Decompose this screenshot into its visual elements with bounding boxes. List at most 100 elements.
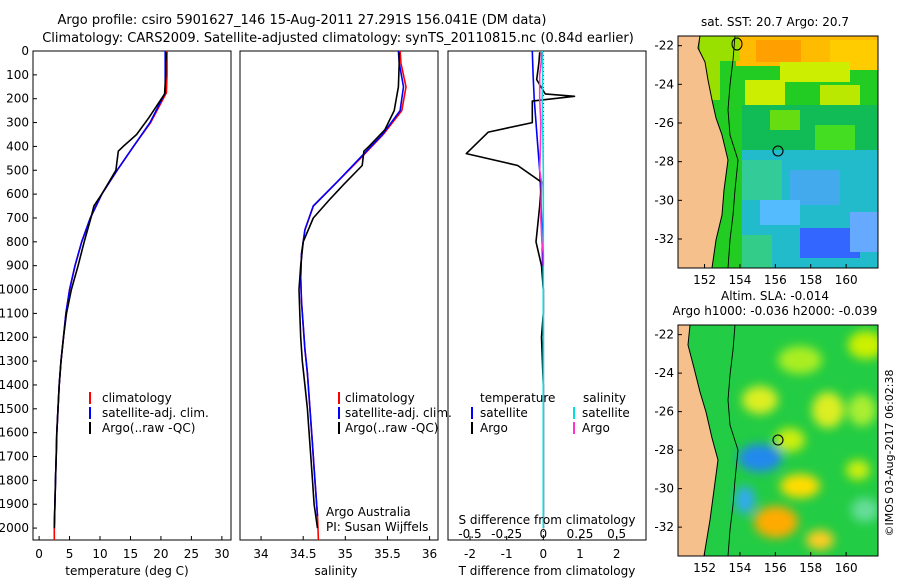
depth-tick-label: 1700	[0, 450, 29, 464]
sla-map-subtitle: Argo h1000: -0.036 h2000: -0.039	[673, 304, 878, 318]
depth-tick-label: 500	[6, 163, 29, 177]
sla-blobs	[735, 331, 878, 550]
sla-low-anomaly	[735, 486, 755, 514]
figure-title-line1: Argo profile: csiro 5901627_146 15-Aug-2…	[58, 13, 547, 28]
x-tick-label: 10	[92, 547, 107, 561]
depth-tick-label: 400	[6, 139, 29, 153]
series-line-salinity-argo	[538, 52, 545, 266]
sla-map-field	[678, 325, 878, 556]
depth-tick-label: 600	[6, 187, 29, 201]
top-tick-label: 0	[540, 527, 548, 541]
series-line-satellite-adj-clim-	[299, 51, 405, 517]
difference-x-label: T difference from climatology	[458, 564, 636, 578]
salinity-panel-frame	[239, 50, 439, 541]
depth-contour	[727, 36, 739, 268]
difference-top-label: S difference from climatology	[459, 513, 636, 527]
sst-warm-region	[756, 40, 801, 62]
x-tick-label: 2	[613, 547, 621, 561]
temperature-panel-frame	[32, 50, 232, 541]
sst-map-title: sat. SST: 20.7 Argo: 20.7	[701, 15, 849, 29]
legend-label-climatology: climatology	[345, 391, 415, 405]
temperature-x-axis: 0 5 10 15 20 25 30	[35, 536, 230, 561]
legend-heading-salinity: salinity	[583, 391, 626, 405]
seamount-contour	[731, 37, 743, 51]
sst-cool-region	[790, 170, 840, 205]
series-line-temperature-satellite	[531, 51, 545, 529]
sst-blocks	[700, 36, 878, 268]
sst-cool-region	[760, 200, 800, 225]
map-x-tick-label: 156	[764, 561, 787, 575]
sla-high-anomaly	[778, 346, 822, 374]
x-tick-label: 0	[35, 547, 43, 561]
map-x-tick-label: 158	[799, 273, 822, 287]
map-x-tick-label: 158	[799, 561, 822, 575]
depth-tick-label: 800	[6, 235, 29, 249]
x-tick-label: 15	[123, 547, 138, 561]
x-tick-label: 0	[540, 547, 548, 561]
top-tick-label: -0.5	[458, 527, 481, 541]
top-tick-label: 0.5	[607, 527, 626, 541]
sla-high-anomaly	[846, 460, 870, 480]
sst-mild-region	[780, 62, 850, 82]
map-y-tick-label: -22	[654, 328, 674, 342]
depth-tick-label: 1500	[0, 402, 29, 416]
depth-tick-label: 1600	[0, 426, 29, 440]
sst-mild-region	[770, 110, 800, 130]
sla-high-anomaly	[780, 474, 820, 498]
top-tick-label: 0.25	[567, 527, 594, 541]
depth-tick-label: 2000	[0, 521, 29, 535]
depth-tick-label: 900	[6, 259, 29, 273]
depth-tick-label: 1400	[0, 378, 29, 392]
sla-high-anomaly	[848, 394, 876, 426]
depth-tick-label: 1100	[0, 306, 29, 320]
map-y-tick-label: -26	[654, 405, 674, 419]
sla-map-frame	[677, 324, 879, 557]
depth-contour	[727, 325, 739, 556]
difference-panel-frame	[447, 50, 647, 541]
coastline	[697, 36, 729, 268]
australia-land	[678, 36, 728, 268]
map-x-tick-label: 156	[764, 273, 787, 287]
x-tick-label: 1	[576, 547, 584, 561]
map-y-tick-label: -30	[654, 482, 674, 496]
sst-cool-region	[742, 160, 782, 200]
legend-label-temperature-argo: Argo	[480, 421, 508, 435]
x-tick-label: 35.5	[374, 547, 401, 561]
difference-x-axis: -2 -1 0 1 2	[464, 536, 620, 561]
x-tick-label: 20	[153, 547, 168, 561]
difference-legend: temperature satellite Argo salinity sate…	[471, 391, 630, 435]
legend-label-climatology: climatology	[102, 391, 172, 405]
figure-title-line2: Climatology: CARS2009. Satellite-adjuste…	[42, 31, 634, 46]
sst-mid-region	[815, 125, 855, 150]
x-tick-label: -2	[464, 547, 476, 561]
map-y-tick-label: -30	[654, 193, 674, 207]
map-y-tick-label: -22	[654, 39, 674, 53]
map-x-tick-label: 154	[728, 561, 751, 575]
temperature-x-label: temperature (deg C)	[65, 564, 188, 578]
map-y-tick-label: -28	[654, 443, 674, 457]
difference-top-axis: -0.5 -0.25 0 0.25 0.5	[458, 527, 626, 541]
temperature-legend: climatology satellite-adj. clim. Argo(..…	[89, 391, 209, 435]
x-tick-label: 5	[66, 547, 74, 561]
salinity-x-axis: 34 34.5 35 35.5 36	[253, 536, 437, 561]
map-y-tick-label: -28	[654, 155, 674, 169]
x-tick-label: 36	[422, 547, 437, 561]
map-x-tick-label: 152	[693, 561, 716, 575]
legend-label-satellite: satellite-adj. clim.	[345, 406, 452, 420]
series-line-argo-raw-qc-	[53, 52, 168, 529]
x-tick-label: 34.5	[290, 547, 317, 561]
legend-label-salinity-argo: Argo	[582, 421, 610, 435]
map-y-tick-label: -24	[654, 366, 674, 380]
map-x-tick-label: 160	[835, 561, 858, 575]
imos-stamp: ©IMOS 03-Aug-2017 06:02:38	[883, 370, 896, 537]
sla-high-anomaly	[812, 392, 844, 428]
series-line-argo-raw-qc-	[298, 52, 401, 529]
series-line-climatology	[53, 51, 168, 540]
difference-series	[465, 51, 576, 529]
legend-label-temperature-satellite: satellite	[480, 406, 528, 420]
sst-map-frame	[677, 35, 879, 269]
sst-cold-region	[850, 212, 878, 252]
credit-line1: Argo Australia	[326, 505, 411, 519]
salinity-x-label: salinity	[314, 564, 357, 578]
